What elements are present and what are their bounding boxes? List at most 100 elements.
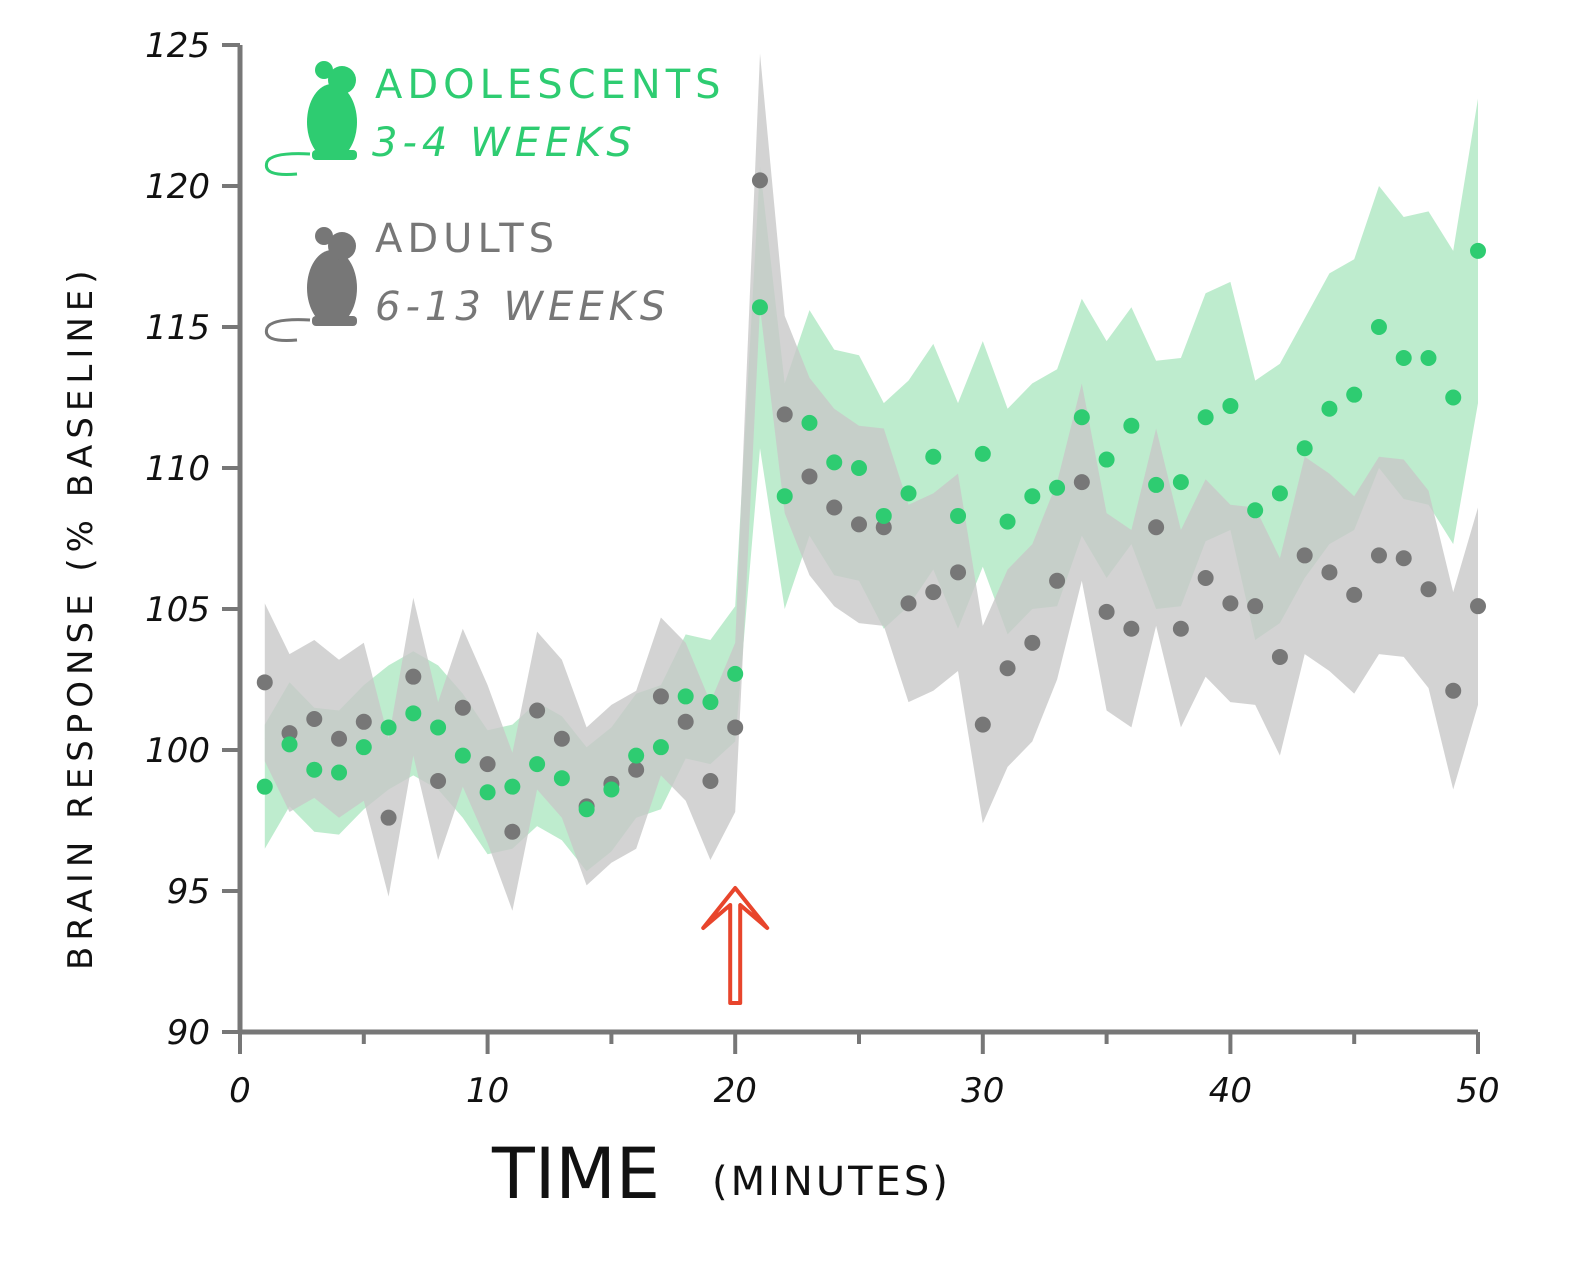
y-tick-label: 100 xyxy=(145,731,210,771)
y-tick-label: 105 xyxy=(145,590,210,630)
data-point-adults xyxy=(256,674,273,691)
data-point-adults xyxy=(1346,586,1363,603)
data-point-adolescents xyxy=(751,299,768,316)
x-tick-label: 10 xyxy=(466,1071,509,1111)
mouse-icon xyxy=(264,227,357,342)
x-axis-unit: (MINUTES) xyxy=(712,1159,951,1205)
data-point-adolescents xyxy=(1296,440,1313,457)
data-point-adolescents xyxy=(1172,474,1189,491)
data-point-adolescents xyxy=(677,688,694,705)
mouse-icon xyxy=(264,61,357,176)
data-point-adults xyxy=(1370,547,1387,564)
data-point-adolescents xyxy=(925,448,942,465)
legend-item-adults: ADULTS 6-13 WEEKS xyxy=(264,216,670,342)
data-point-adolescents xyxy=(875,507,892,524)
data-point-adults xyxy=(281,725,298,742)
data-point-adults xyxy=(900,595,917,612)
legend-sublabel: 6-13 WEEKS xyxy=(375,284,670,330)
x-tick-label: 20 xyxy=(714,1071,757,1111)
data-point-adults xyxy=(1321,564,1338,581)
data-point-adolescents xyxy=(504,778,521,795)
data-point-adults xyxy=(1123,620,1140,637)
data-point-adolescents xyxy=(1098,451,1115,468)
data-point-adults xyxy=(479,756,496,773)
data-point-adolescents xyxy=(454,747,471,764)
y-tick-label: 110 xyxy=(145,449,210,489)
data-point-adults xyxy=(628,761,645,778)
x-tick-label: 0 xyxy=(229,1071,251,1111)
data-point-adults xyxy=(1271,648,1288,665)
data-point-adults xyxy=(380,809,397,826)
data-point-adults xyxy=(355,713,372,730)
legend: ADOLESCENTS 3-4 WEEKS ADULTS 6-13 WEEKS xyxy=(264,61,721,342)
data-point-adolescents xyxy=(826,454,843,471)
data-point-adolescents xyxy=(578,801,595,818)
data-point-adults xyxy=(826,499,843,516)
data-point-adolescents xyxy=(430,719,447,736)
data-point-adults xyxy=(727,719,744,736)
data-point-adolescents xyxy=(1445,389,1462,406)
data-point-adults xyxy=(331,730,348,747)
data-point-adolescents xyxy=(553,770,570,787)
data-point-adolescents xyxy=(776,488,793,505)
y-tick-label: 90 xyxy=(167,1013,210,1053)
data-point-adolescents xyxy=(380,719,397,736)
data-point-adults xyxy=(1172,620,1189,637)
data-point-adolescents xyxy=(405,705,422,722)
data-point-adults xyxy=(1247,598,1264,615)
data-point-adults xyxy=(851,516,867,533)
data-point-adolescents xyxy=(1470,242,1486,259)
data-point-adolescents xyxy=(331,764,348,781)
data-point-adolescents xyxy=(306,761,323,778)
data-points xyxy=(256,172,1486,840)
data-point-adolescents xyxy=(1247,502,1264,519)
data-point-adolescents xyxy=(1024,488,1041,505)
data-point-adolescents xyxy=(479,784,496,801)
data-point-adults xyxy=(950,564,967,581)
data-point-adolescents xyxy=(1123,417,1140,434)
y-tick-label: 120 xyxy=(145,167,210,207)
data-point-adults xyxy=(1470,598,1486,615)
data-point-adolescents xyxy=(652,739,669,756)
data-point-adults xyxy=(801,468,818,485)
x-tick-label: 40 xyxy=(1209,1071,1252,1111)
data-point-adolescents xyxy=(801,414,818,431)
data-point-adults xyxy=(652,688,669,705)
data-point-adults xyxy=(529,702,546,719)
data-point-adolescents xyxy=(1197,409,1214,426)
confidence-bands xyxy=(264,53,1478,911)
data-point-adults xyxy=(405,668,422,685)
data-point-adolescents xyxy=(1049,479,1066,496)
data-point-adults xyxy=(1445,682,1462,699)
data-point-adults xyxy=(1420,581,1437,598)
data-point-adults xyxy=(974,716,991,733)
data-point-adolescents xyxy=(1222,397,1239,414)
data-point-adolescents xyxy=(355,739,372,756)
y-axis-label: BRAIN RESPONSE (% BASELINE) xyxy=(61,264,101,970)
legend-item-adolescents: ADOLESCENTS 3-4 WEEKS xyxy=(264,61,721,176)
data-point-adults xyxy=(677,713,694,730)
legend-sublabel: 3-4 WEEKS xyxy=(372,120,637,166)
data-point-adults xyxy=(430,773,447,790)
data-point-adults xyxy=(751,172,768,189)
data-point-adults xyxy=(999,660,1016,677)
legend-label: ADULTS xyxy=(375,216,559,262)
data-point-adults xyxy=(1296,547,1313,564)
data-point-adolescents xyxy=(1370,319,1387,335)
data-point-adolescents xyxy=(603,781,620,798)
data-point-adults xyxy=(1024,634,1041,651)
data-point-adults xyxy=(1222,595,1239,612)
data-point-adults xyxy=(875,519,892,536)
data-point-adults xyxy=(306,710,323,727)
arrow-shape xyxy=(701,886,770,1005)
data-point-adults xyxy=(1098,603,1115,620)
data-point-adolescents xyxy=(702,694,719,711)
data-point-adolescents xyxy=(974,445,991,462)
axes xyxy=(222,43,1480,1054)
y-tick-label: 95 xyxy=(167,872,210,912)
data-point-adults xyxy=(553,730,570,747)
y-tick-label: 125 xyxy=(145,26,210,66)
data-point-adolescents xyxy=(900,485,917,502)
data-point-adults xyxy=(1073,474,1090,491)
